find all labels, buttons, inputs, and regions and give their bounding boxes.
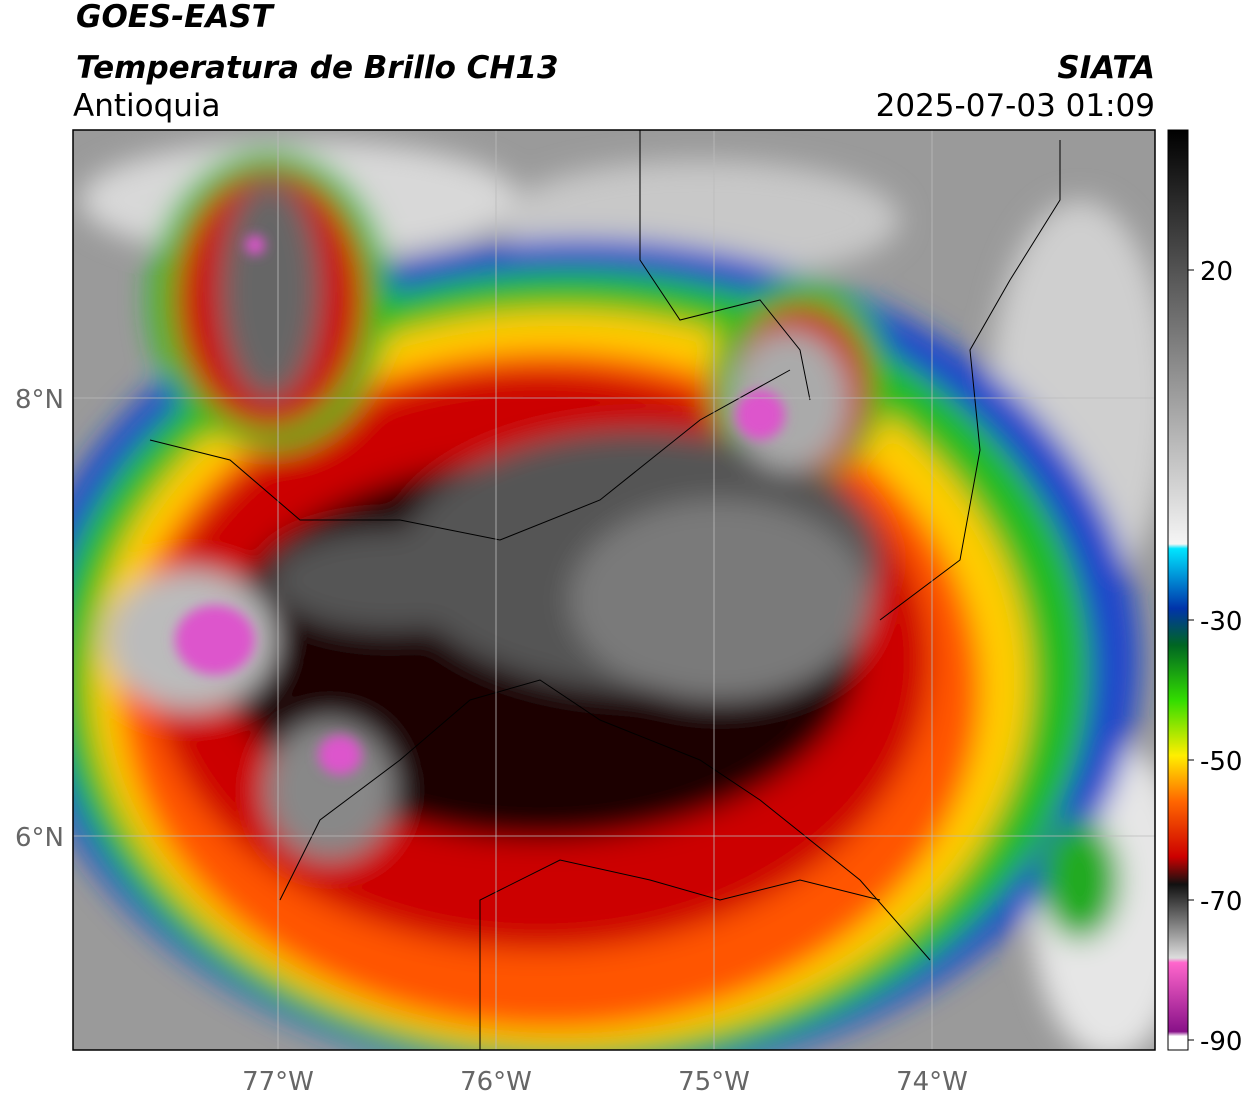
lon-label: 74°W xyxy=(896,1067,968,1097)
lon-label: 75°W xyxy=(678,1067,750,1097)
satellite-image xyxy=(73,130,1155,1050)
colorbar-ticks: 20 -30 -50 -70 -90 xyxy=(1188,257,1242,1057)
lon-label: 77°W xyxy=(242,1067,314,1097)
lat-label: 6°N xyxy=(15,823,64,853)
region: Antioquia xyxy=(73,88,221,124)
lon-label: 76°W xyxy=(460,1067,532,1097)
map-frame xyxy=(72,129,1156,1051)
colorbar-tick-label: -70 xyxy=(1200,887,1242,917)
satellite-title: GOES-EAST xyxy=(76,0,276,35)
timestamp: 2025-07-03 01:09 xyxy=(876,88,1155,124)
graticule xyxy=(73,130,1155,1050)
colorbar-tick-label: -90 xyxy=(1200,1027,1242,1057)
colorbar-tick-label: -30 xyxy=(1200,607,1242,637)
colorbar-tick-label: -50 xyxy=(1200,747,1242,777)
lat-label: 8°N xyxy=(15,385,64,415)
product-title: Temperatura de Brillo CH13 xyxy=(76,50,559,86)
colorbar xyxy=(1167,129,1189,1051)
agency: SIATA xyxy=(1057,50,1155,86)
colorbar-tick-label: 20 xyxy=(1200,257,1233,287)
